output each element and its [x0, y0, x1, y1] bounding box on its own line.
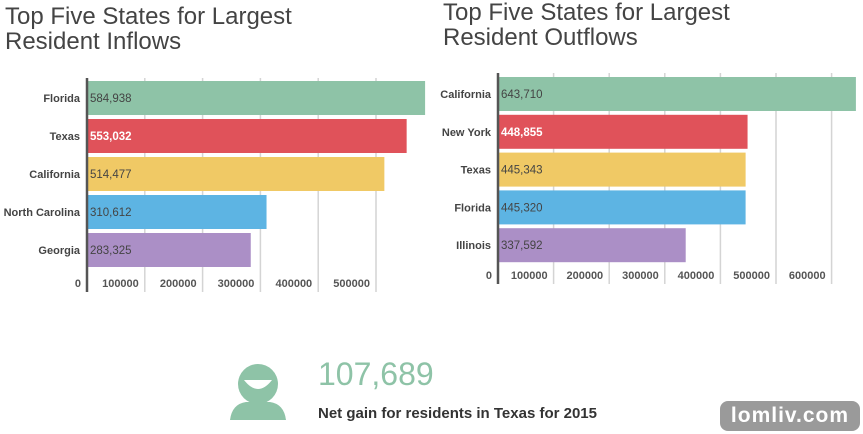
- x-tick-label: 100000: [511, 270, 548, 282]
- x-tick-label: 500000: [733, 270, 770, 282]
- data-label: 514,477: [90, 169, 132, 181]
- category-label: Texas: [50, 131, 80, 143]
- x-tick-label: 100000: [102, 278, 139, 290]
- bar: [498, 152, 746, 187]
- bar: [498, 77, 856, 111]
- x-tick-label: 0: [75, 278, 81, 290]
- category-label: Illinois: [456, 240, 491, 252]
- data-label: 337,592: [501, 240, 543, 252]
- x-tick-label: 400000: [275, 278, 312, 290]
- category-label: California: [440, 89, 492, 101]
- bar: [87, 233, 251, 267]
- data-label: 445,343: [501, 165, 543, 177]
- chart-title-inflows: Top Five States for Largest Resident Infl…: [5, 4, 292, 54]
- category-label: Florida: [454, 202, 492, 214]
- category-label: Georgia: [38, 245, 80, 257]
- title-line: Resident Outflows: [443, 24, 638, 51]
- x-tick-label: 0: [486, 270, 492, 282]
- data-label: 584,938: [90, 93, 132, 105]
- x-tick-label: 600000: [789, 270, 826, 282]
- title-line: Top Five States for Largest: [5, 3, 292, 30]
- category-label: Florida: [43, 93, 81, 105]
- watermark: lomliv.com: [720, 401, 860, 431]
- net-gain-caption: Net gain for residents in Texas for 2015: [318, 405, 597, 422]
- data-label: 445,320: [501, 202, 543, 214]
- category-label: North Carolina: [4, 207, 81, 219]
- bar: [87, 119, 407, 153]
- category-label: Texas: [461, 165, 491, 177]
- bar: [498, 228, 686, 263]
- x-tick-label: 500000: [333, 278, 370, 290]
- x-tick-label: 200000: [566, 270, 603, 282]
- data-label: 310,612: [90, 207, 132, 219]
- chart-title-outflows: Top Five States for Largest Resident Outf…: [443, 0, 730, 50]
- bar: [87, 195, 267, 229]
- category-label: California: [29, 169, 81, 181]
- net-gain-value: 107,689: [318, 356, 434, 392]
- title-line: Top Five States for Largest: [443, 0, 730, 26]
- x-tick-label: 300000: [218, 278, 255, 290]
- x-tick-label: 200000: [160, 278, 197, 290]
- data-label: 283,325: [90, 245, 132, 257]
- data-label: 448,855: [501, 127, 543, 139]
- x-tick-label: 400000: [678, 270, 715, 282]
- bar: [498, 190, 746, 225]
- x-tick-label: 300000: [622, 270, 659, 282]
- bar: [87, 157, 385, 191]
- data-label: 553,032: [90, 131, 132, 143]
- bar: [498, 114, 748, 149]
- data-label: 643,710: [501, 89, 543, 101]
- title-line: Resident Inflows: [5, 28, 182, 55]
- bar: [87, 81, 426, 115]
- category-label: New York: [442, 127, 492, 139]
